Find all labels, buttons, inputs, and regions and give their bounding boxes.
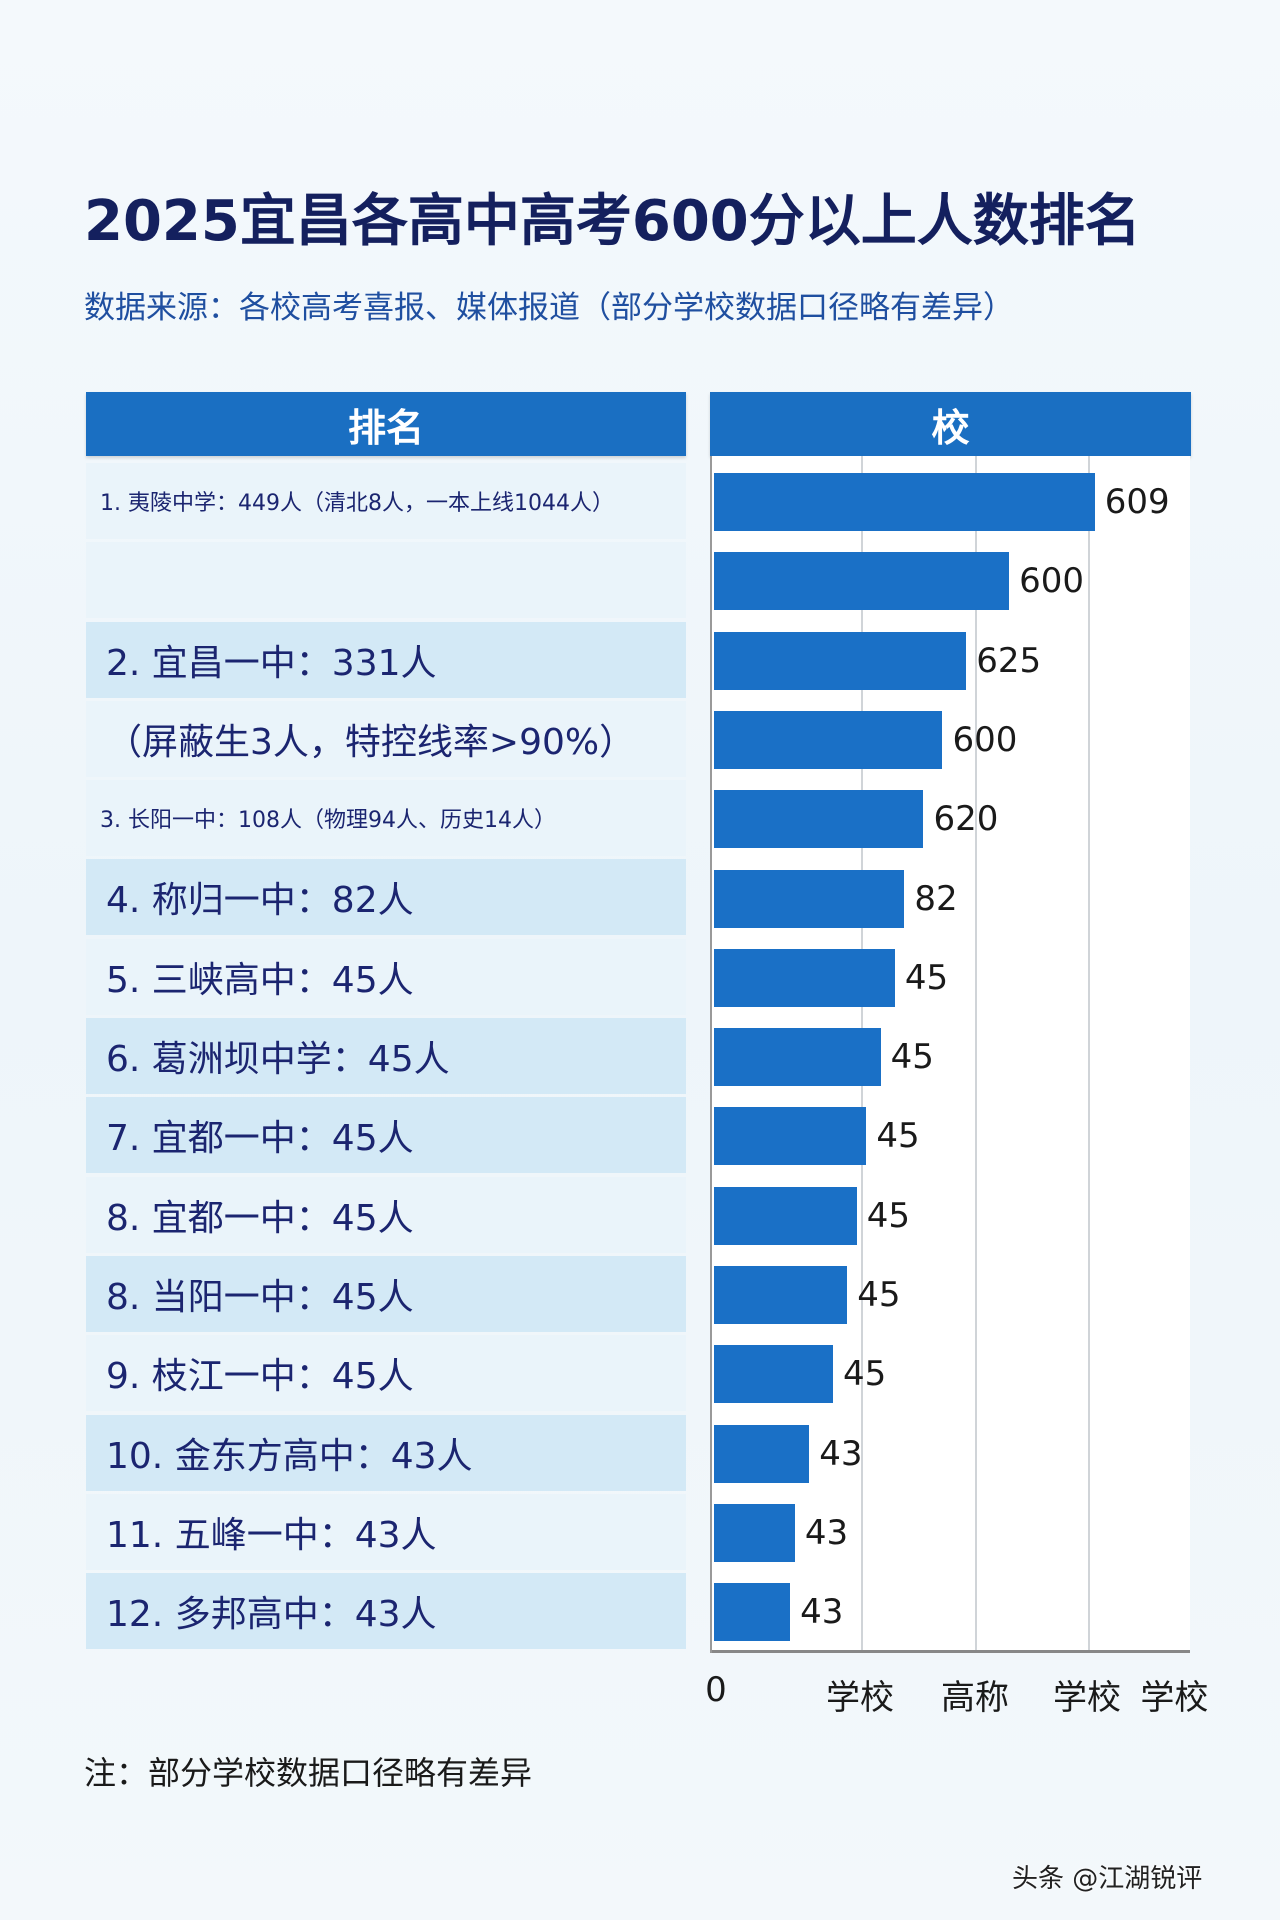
gridline — [1088, 456, 1090, 1652]
bar-value-label: 609 — [1104, 482, 1170, 522]
chart-title: 2025宜昌各高中高考600分以上人数排名 — [84, 189, 1141, 254]
bar-value-label: 45 — [904, 957, 949, 998]
rank-list: 1. 夷陵中学：449人（清北8人，一本上线1044人） 2. 宜昌一中：331人… — [86, 463, 686, 1652]
bar-value-label: 45 — [890, 1037, 934, 1078]
bar-column-header: 校 — [710, 392, 1191, 456]
bar-value-label: 600 — [1019, 561, 1085, 602]
bar — [714, 1345, 833, 1404]
bar — [714, 1424, 810, 1483]
bar — [714, 1028, 881, 1087]
gridline — [975, 456, 977, 1652]
rank-row: 4. 称归一中：82人 — [86, 859, 686, 936]
rank-row: 7. 宜都一中：45人 — [86, 1097, 686, 1174]
watermark: 头条 @江湖锐评 — [1012, 1864, 1203, 1894]
rank-row: 6. 葛洲坝中学：45人 — [86, 1018, 686, 1095]
footnote: 注：部分学校数据口径略有差异 — [84, 1754, 533, 1792]
bar-value-label: 45 — [857, 1275, 901, 1315]
rank-row: 12. 多邦高中：43人 — [86, 1573, 686, 1650]
rank-row: 11. 五峰一中：43人 — [86, 1493, 686, 1570]
rank-row: 1. 夷陵中学：449人（清北8人，一本上线1044人） — [86, 463, 686, 539]
x-axis-line — [712, 1650, 1190, 1653]
bar — [714, 869, 905, 928]
bar — [714, 1583, 791, 1642]
bar — [714, 473, 1095, 531]
rank-row: 3. 长阳一中：108人（物理94人、历史14人） — [86, 780, 686, 857]
bar-value-label: 43 — [800, 1592, 844, 1633]
bar-value-label: 43 — [804, 1512, 849, 1553]
rank-row: 8. 宜都一中：45人 — [86, 1176, 686, 1253]
rank-row: （屏蔽生3人，特控线率>90%） — [86, 700, 686, 777]
bar — [714, 1107, 867, 1166]
bar — [714, 1503, 795, 1562]
rank-row: 9. 枝江一中：45人 — [86, 1335, 686, 1412]
bar — [714, 790, 924, 849]
rank-column-header: 排名 — [86, 392, 686, 456]
x-tick-label: 0 — [705, 1670, 727, 1710]
bar — [714, 948, 895, 1007]
bar-value-label: 82 — [914, 878, 958, 919]
bar-value-label: 43 — [819, 1433, 863, 1474]
x-tick-label: 学校 — [1140, 1678, 1209, 1718]
rank-row: 2. 宜昌一中：331人 — [86, 621, 686, 698]
bar-value-label: 620 — [933, 799, 999, 840]
rank-row: 8. 当阳一中：45人 — [86, 1255, 686, 1332]
bar — [714, 1186, 857, 1245]
chart-subtitle: 数据来源：各校高考喜报、媒体报道（部分学校数据口径略有差异） — [84, 290, 1014, 326]
rank-row: 10. 金东方高中：43人 — [86, 1414, 686, 1491]
bar — [714, 631, 967, 690]
x-tick-label: 学校 — [1053, 1678, 1121, 1718]
x-tick-label: 高称 — [941, 1678, 1009, 1718]
rank-row: 5. 三峡高中：45人 — [86, 938, 686, 1015]
bar-value-label: 625 — [976, 640, 1042, 681]
x-tick-label: 学校 — [826, 1678, 894, 1718]
y-axis-line — [710, 456, 712, 1653]
bar-value-label: 45 — [843, 1354, 887, 1395]
bar-value-label: 600 — [952, 719, 1018, 760]
bar — [714, 1266, 848, 1324]
bar — [714, 552, 1010, 611]
bar-value-label: 45 — [866, 1195, 911, 1236]
bar-value-label: 45 — [876, 1116, 920, 1157]
rank-row — [86, 542, 686, 619]
bar — [714, 710, 943, 769]
